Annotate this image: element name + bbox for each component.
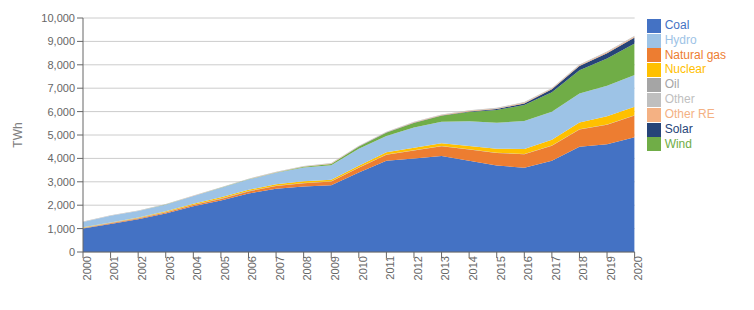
svg-text:2001: 2001 xyxy=(108,256,120,280)
svg-text:8,000: 8,000 xyxy=(47,59,75,71)
svg-text:2008: 2008 xyxy=(301,256,313,280)
svg-text:2010: 2010 xyxy=(357,256,369,280)
svg-text:2016: 2016 xyxy=(522,256,534,280)
svg-text:2018: 2018 xyxy=(577,256,589,280)
svg-text:2013: 2013 xyxy=(439,256,451,280)
svg-text:4,000: 4,000 xyxy=(47,152,75,164)
html-text:Natural gas: Natural gas xyxy=(664,47,726,62)
svg-text:7,000: 7,000 xyxy=(47,82,75,94)
html-text:Nuclear: Nuclear xyxy=(664,62,706,77)
svg-text:3,000: 3,000 xyxy=(47,176,75,188)
html-text:Solar: Solar xyxy=(664,121,693,136)
svg-text:10,000: 10,000 xyxy=(41,12,75,24)
svg-text:1,000: 1,000 xyxy=(47,223,75,235)
svg-text:2009: 2009 xyxy=(329,256,341,280)
svg-text:6,000: 6,000 xyxy=(47,106,75,118)
svg-text:2006: 2006 xyxy=(246,256,258,280)
svg-text:2011: 2011 xyxy=(384,256,396,280)
svg-text:2020: 2020 xyxy=(632,256,644,280)
svg-text:2005: 2005 xyxy=(219,256,231,280)
html-text:Hydro: Hydro xyxy=(664,32,697,47)
svg-text:2000: 2000 xyxy=(81,256,93,280)
svg-text:9,000: 9,000 xyxy=(47,35,75,47)
html-text:Other: Other xyxy=(664,92,695,107)
svg-text:2003: 2003 xyxy=(164,256,176,280)
svg-text:2019: 2019 xyxy=(605,256,617,280)
svg-text:5,000: 5,000 xyxy=(47,129,75,141)
svg-text:TWh: TWh xyxy=(11,122,25,147)
html-text:Wind: Wind xyxy=(664,136,692,151)
html-text:Oil: Oil xyxy=(664,77,680,92)
svg-text:2007: 2007 xyxy=(274,256,286,280)
svg-text:2012: 2012 xyxy=(412,256,424,280)
html-text:Coal: Coal xyxy=(664,18,690,32)
svg-text:2,000: 2,000 xyxy=(47,199,75,211)
svg-text:2017: 2017 xyxy=(550,256,562,280)
svg-text:2014: 2014 xyxy=(467,256,479,280)
svg-text:2015: 2015 xyxy=(495,256,507,280)
svg-text:2002: 2002 xyxy=(136,256,148,280)
svg-text:0: 0 xyxy=(69,246,75,258)
html-text:Other RE: Other RE xyxy=(664,107,715,121)
svg-text:2004: 2004 xyxy=(191,256,203,280)
